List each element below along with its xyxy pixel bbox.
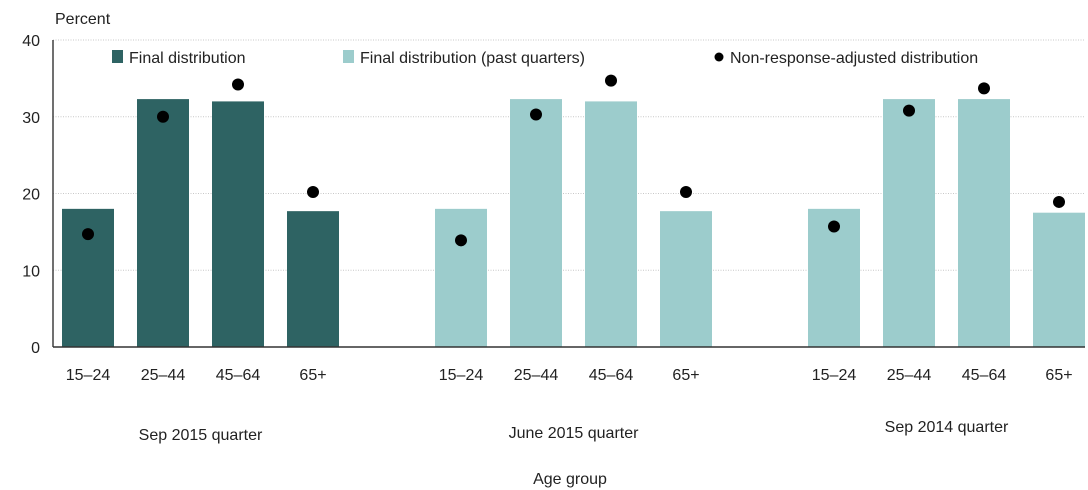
- adjusted-marker: [232, 78, 244, 91]
- legend: Final distribution Final distribution (pa…: [112, 50, 978, 67]
- x-tick-label: 45–64: [962, 367, 1007, 384]
- x-axis-title: Age group: [533, 471, 607, 488]
- bar: [287, 211, 339, 347]
- y-tick-label: 20: [22, 187, 40, 204]
- adjusted-marker: [1053, 195, 1065, 208]
- group-label: June 2015 quarter: [509, 425, 640, 442]
- adjusted-markers: [82, 74, 1065, 247]
- x-tick-label: 15–24: [439, 367, 484, 384]
- bar: [137, 99, 189, 347]
- bar: [660, 211, 712, 347]
- bar: [510, 99, 562, 347]
- bar: [883, 99, 935, 347]
- legend-dot: [714, 52, 724, 62]
- legend-label: Final distribution (past quarters): [360, 50, 585, 67]
- adjusted-marker: [680, 185, 692, 198]
- adjusted-marker: [828, 220, 840, 233]
- legend-label: Final distribution: [129, 50, 246, 67]
- x-tick-label: 65+: [1045, 367, 1072, 384]
- group-labels: Sep 2015 quarter June 2015 quarter Sep 201…: [139, 419, 1009, 444]
- x-tick-label: 45–64: [589, 367, 634, 384]
- bar: [958, 99, 1010, 347]
- adjusted-marker: [307, 185, 319, 198]
- bar: [212, 101, 264, 348]
- group-label: Sep 2014 quarter: [885, 419, 1009, 436]
- adjusted-marker: [978, 82, 990, 95]
- adjusted-marker: [157, 110, 169, 123]
- x-tick-label: 65+: [672, 367, 699, 384]
- x-tick-label: 25–44: [514, 367, 559, 384]
- adjusted-marker: [903, 104, 915, 117]
- adjusted-marker: [530, 108, 542, 121]
- adjusted-marker: [605, 74, 617, 87]
- group-label: Sep 2015 quarter: [139, 427, 263, 444]
- y-tick-label: 40: [22, 33, 40, 50]
- y-tick-label: 30: [22, 110, 40, 127]
- x-tick-label: 65+: [299, 367, 326, 384]
- x-tick-label: 25–44: [141, 367, 186, 384]
- bars: [62, 99, 1085, 348]
- x-tick-label: 15–24: [66, 367, 111, 384]
- legend-label: Non-response-adjusted distribution: [730, 50, 978, 67]
- bar: [585, 101, 637, 348]
- legend-swatch: [112, 50, 123, 63]
- y-axis-title: Percent: [55, 11, 111, 28]
- x-tick-label: 25–44: [887, 367, 932, 384]
- x-axis-ticks: 15–24 25–44 45–64 65+ 15–24 25–44 45–64 65+ 15–2…: [66, 367, 1073, 384]
- x-tick-label: 15–24: [812, 367, 857, 384]
- y-tick-label: 0: [31, 340, 40, 357]
- adjusted-marker: [455, 234, 467, 247]
- bar: [435, 208, 487, 347]
- legend-swatch: [343, 50, 354, 63]
- y-axis-ticks: 0 10 20 30 40: [22, 33, 40, 357]
- x-tick-label: 45–64: [216, 367, 261, 384]
- y-tick-label: 10: [22, 263, 40, 280]
- adjusted-marker: [82, 228, 94, 241]
- bar: [1033, 212, 1085, 347]
